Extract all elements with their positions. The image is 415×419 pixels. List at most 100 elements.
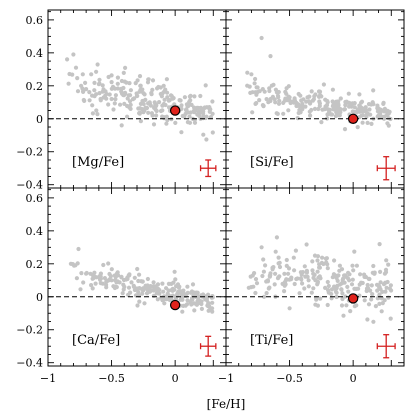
data-point xyxy=(127,81,132,86)
data-point xyxy=(126,292,131,297)
panel-label: [Si/Fe] xyxy=(250,155,294,170)
data-point xyxy=(315,258,320,263)
data-point xyxy=(124,80,129,85)
data-point xyxy=(354,263,359,268)
data-point xyxy=(282,283,287,288)
data-point xyxy=(362,274,367,279)
data-point xyxy=(109,96,114,102)
data-point xyxy=(121,287,126,292)
data-point xyxy=(108,274,113,279)
data-point xyxy=(315,303,320,308)
data-point xyxy=(84,270,89,276)
data-point xyxy=(277,98,282,103)
data-point xyxy=(87,98,92,103)
data-point xyxy=(146,110,151,115)
data-point xyxy=(121,93,127,98)
data-point xyxy=(137,74,143,79)
data-point xyxy=(268,271,273,276)
data-point xyxy=(284,257,289,263)
y-tick-label: 0.2 xyxy=(26,80,44,93)
data-point xyxy=(355,107,360,112)
data-point xyxy=(342,107,347,112)
data-point xyxy=(179,103,184,108)
data-point xyxy=(268,54,273,59)
data-point xyxy=(82,98,87,103)
data-point xyxy=(377,301,382,306)
data-point xyxy=(248,90,253,95)
data-point xyxy=(132,287,137,293)
error-bar xyxy=(199,335,217,357)
data-point xyxy=(250,110,255,115)
data-point xyxy=(187,114,192,119)
data-point xyxy=(350,109,355,114)
data-point xyxy=(266,100,271,105)
data-point xyxy=(320,107,325,112)
data-point xyxy=(357,103,362,108)
data-point xyxy=(276,95,281,100)
data-point xyxy=(276,261,281,266)
x-tick-label: −0.5 xyxy=(98,372,125,385)
data-point xyxy=(90,286,95,291)
data-point xyxy=(369,121,374,126)
data-point xyxy=(65,57,70,62)
data-point xyxy=(121,282,126,287)
data-point xyxy=(166,105,172,110)
data-point xyxy=(312,272,317,277)
data-point xyxy=(206,292,211,297)
data-point xyxy=(97,91,102,96)
data-point xyxy=(163,102,168,108)
data-point xyxy=(119,78,124,84)
data-point xyxy=(188,98,193,103)
data-point xyxy=(311,286,316,291)
data-point xyxy=(295,116,300,121)
data-point xyxy=(245,70,250,75)
data-point xyxy=(364,288,369,294)
data-point xyxy=(336,106,341,111)
data-point xyxy=(365,317,370,322)
data-point xyxy=(284,263,289,268)
data-point xyxy=(188,93,193,98)
data-point xyxy=(95,112,100,117)
data-points xyxy=(246,235,394,324)
data-point xyxy=(173,277,178,282)
data-point xyxy=(370,292,375,297)
data-point xyxy=(182,95,187,100)
data-point xyxy=(146,284,151,289)
data-point xyxy=(267,88,272,94)
data-point xyxy=(310,268,315,273)
data-point xyxy=(70,262,75,267)
data-point xyxy=(314,297,319,302)
data-point xyxy=(140,291,145,296)
data-point xyxy=(162,115,167,120)
sun-marker xyxy=(347,293,359,304)
data-point xyxy=(370,270,375,275)
data-point xyxy=(326,283,331,289)
data-point xyxy=(310,259,315,264)
panel-mgfe: −0.4 −0.2 0 0.2 0.4 0.6 [Mg/Fe] xyxy=(16,9,227,192)
data-point xyxy=(142,92,147,97)
data-point xyxy=(331,272,336,277)
data-point xyxy=(162,97,167,102)
data-point xyxy=(361,108,366,114)
data-point xyxy=(252,271,257,276)
data-point xyxy=(351,268,356,273)
data-point xyxy=(341,313,346,318)
data-point xyxy=(198,93,203,99)
data-point xyxy=(145,276,150,282)
data-point xyxy=(276,101,282,106)
data-point xyxy=(199,306,204,311)
data-point xyxy=(350,263,355,268)
data-point xyxy=(90,103,95,108)
data-point xyxy=(292,281,297,287)
data-point xyxy=(388,316,393,321)
data-point xyxy=(309,89,314,94)
data-point xyxy=(318,276,323,281)
data-point xyxy=(284,86,289,91)
data-point xyxy=(283,96,288,101)
data-point xyxy=(80,86,85,91)
y-tick-label: 0.2 xyxy=(26,258,44,271)
data-point xyxy=(352,304,357,309)
data-point xyxy=(375,288,380,293)
data-point xyxy=(252,81,257,86)
